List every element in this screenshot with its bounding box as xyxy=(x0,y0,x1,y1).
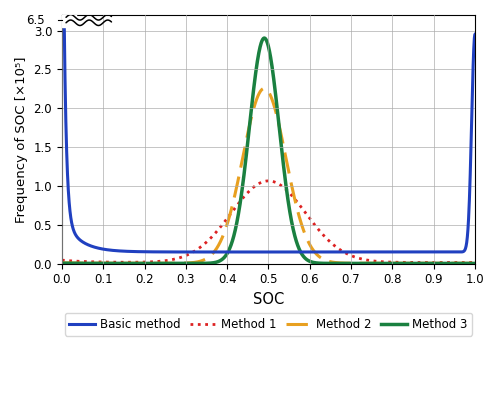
Method 3 xyxy=(249,103,255,108)
Method 2 xyxy=(59,261,65,265)
Method 2 xyxy=(460,261,466,266)
Method 1 xyxy=(266,179,272,183)
Basic method xyxy=(384,249,390,254)
Method 1 xyxy=(384,260,390,265)
Basic method xyxy=(460,249,466,254)
Line: Method 3: Method 3 xyxy=(62,38,475,263)
Method 2 xyxy=(249,113,255,118)
Bar xyxy=(62,11,76,27)
Method 3 xyxy=(59,261,65,266)
X-axis label: SOC: SOC xyxy=(253,292,284,307)
Method 3 xyxy=(384,261,390,266)
Method 3 xyxy=(262,36,268,40)
Line: Method 1: Method 1 xyxy=(62,181,475,263)
Method 3 xyxy=(260,37,266,42)
Legend: Basic method, Method 1, Method 2, Method 3: Basic method, Method 1, Method 2, Method… xyxy=(64,313,472,335)
Basic method xyxy=(472,32,478,37)
Method 2 xyxy=(260,86,266,91)
Basic method xyxy=(80,240,86,244)
Method 3 xyxy=(460,261,466,266)
Method 1 xyxy=(80,259,86,264)
Method 1 xyxy=(472,260,478,265)
Method 2 xyxy=(262,86,268,91)
Method 2 xyxy=(80,261,86,265)
Line: Basic method: Basic method xyxy=(62,15,475,252)
Y-axis label: Frequency of SOC [×10⁵]: Frequency of SOC [×10⁵] xyxy=(15,56,28,223)
Method 2 xyxy=(472,261,478,266)
Basic method xyxy=(59,13,65,17)
Method 3 xyxy=(472,261,478,266)
Line: Method 2: Method 2 xyxy=(62,88,475,263)
Method 3 xyxy=(80,261,86,266)
Method 2 xyxy=(460,261,466,266)
Basic method xyxy=(460,249,466,254)
Basic method xyxy=(260,249,266,254)
Method 1 xyxy=(460,260,466,265)
Method 2 xyxy=(384,261,390,266)
Method 3 xyxy=(460,261,466,266)
Method 1 xyxy=(59,258,65,263)
Method 1 xyxy=(249,186,255,191)
Method 1 xyxy=(260,179,266,184)
Basic method xyxy=(447,249,453,254)
Text: 6.5: 6.5 xyxy=(26,14,44,27)
Basic method xyxy=(249,249,255,254)
Method 1 xyxy=(460,260,466,265)
